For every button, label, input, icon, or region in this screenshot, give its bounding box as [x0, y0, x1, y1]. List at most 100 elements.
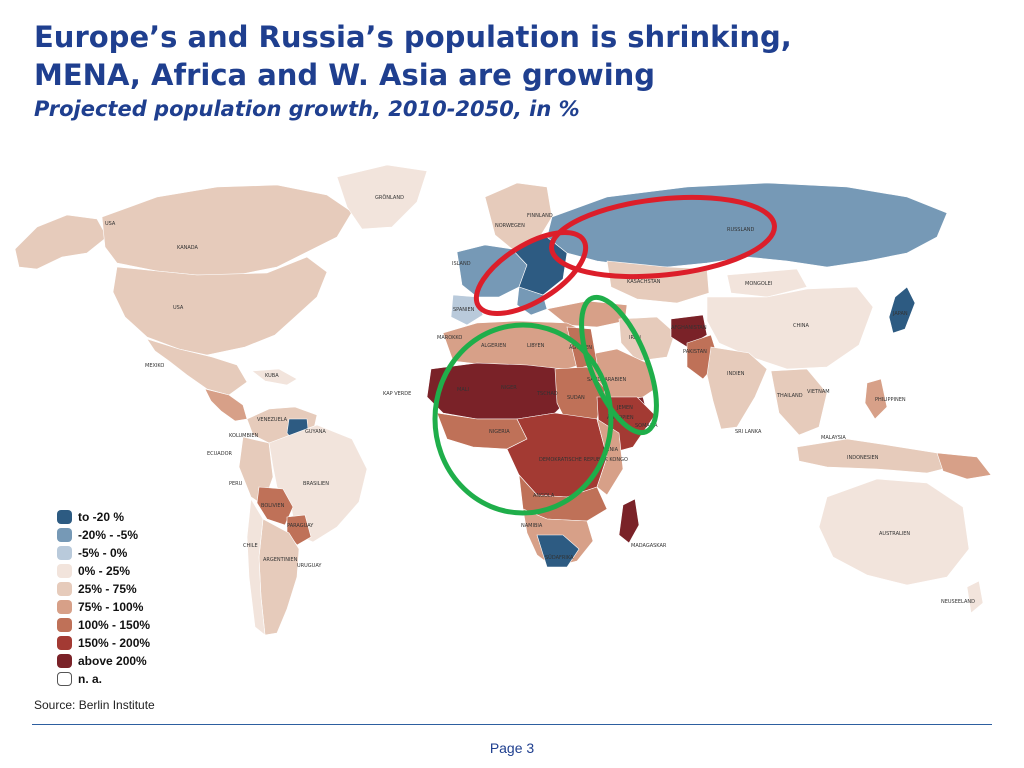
- title-line-2: MENA, Africa and W. Asia are growing: [34, 58, 656, 92]
- legend-label: 100% - 150%: [78, 618, 151, 632]
- label-indonesia: INDONESIEN: [847, 455, 879, 461]
- label-libya: LIBYEN: [527, 343, 545, 349]
- region-bolivia: [256, 486, 294, 526]
- world-map: USA KANADA GRÖNLAND ISLAND USA MEXIKO KU…: [7, 157, 1017, 695]
- map-legend: to -20 % -20% - -5% -5% - 0% 0% - 25% 25…: [57, 508, 150, 688]
- label-colombia: KOLUMBIEN: [229, 433, 259, 439]
- legend-label: above 200%: [78, 654, 147, 668]
- legend-item: n. a.: [57, 670, 150, 688]
- label-angola: ANGOLA: [533, 493, 555, 499]
- legend-swatch: [57, 528, 72, 542]
- label-cape-verde: KAP VERDE: [383, 391, 411, 397]
- red-circle-europe: [473, 229, 589, 317]
- red-circle-russia: [549, 194, 777, 280]
- label-chad: TSCHAD: [536, 391, 558, 397]
- label-iceland: ISLAND: [452, 261, 471, 267]
- label-somalia: SOMALIA: [635, 423, 658, 429]
- label-canada: KANADA: [177, 245, 199, 251]
- region-chile: [246, 498, 266, 636]
- legend-swatch: [57, 582, 72, 596]
- label-afghanistan: AFGHANISTAN: [671, 325, 707, 331]
- legend-label: 25% - 75%: [78, 582, 137, 596]
- label-mongolia: MONGOLEI: [745, 281, 772, 287]
- region-scandinavia: [484, 182, 553, 250]
- legend-label: -5% - 0%: [78, 546, 128, 560]
- label-south-africa: SÜDAFRIKA: [545, 554, 574, 561]
- region-canada: [101, 184, 353, 276]
- label-greenland: GRÖNLAND: [375, 194, 404, 201]
- legend-swatch: [57, 618, 72, 632]
- footer-divider: [32, 724, 992, 725]
- label-sri-lanka: SRI LANKA: [735, 429, 762, 435]
- region-india: [706, 346, 768, 430]
- label-russia: RUSSLAND: [727, 227, 755, 233]
- label-australia: AUSTRALIEN: [879, 531, 910, 537]
- label-norway: NORWEGEN: [495, 223, 525, 229]
- label-vietnam: VIETNAM: [807, 389, 830, 395]
- label-sudan: SUDAN: [567, 395, 585, 401]
- region-new-zealand: [966, 580, 984, 614]
- label-saudi-arabia: SAUDI-ARABIEN: [587, 377, 627, 383]
- region-china: [706, 286, 874, 370]
- label-finland: FINNLAND: [527, 213, 553, 219]
- label-morocco: MAROKKO: [437, 335, 462, 341]
- legend-label: 150% - 200%: [78, 636, 151, 650]
- label-pakistan: PAKISTAN: [683, 349, 707, 355]
- world-map-svg: USA KANADA GRÖNLAND ISLAND USA MEXIKO KU…: [7, 157, 1017, 695]
- label-peru: PERU: [229, 481, 243, 487]
- region-brazil: [268, 424, 368, 543]
- legend-swatch: [57, 654, 72, 668]
- subtitle: Projected population growth, 2010-2050, …: [34, 97, 580, 121]
- legend-label: 75% - 100%: [78, 600, 144, 614]
- legend-item: 75% - 100%: [57, 598, 150, 616]
- legend-item: 0% - 25%: [57, 562, 150, 580]
- label-mali: MALI: [457, 387, 469, 393]
- green-circle-africa: [432, 322, 614, 516]
- label-kazakhstan: KASACHSTAN: [627, 279, 661, 285]
- legend-swatch: [57, 546, 72, 560]
- legend-swatch: [57, 636, 72, 650]
- label-new-zealand: NEUSEELAND: [941, 599, 975, 605]
- label-malaysia: MALAYSIA: [821, 435, 846, 441]
- label-japan: JAPAN: [892, 311, 908, 317]
- label-yemen: JEMEN: [616, 405, 633, 411]
- legend-swatch: [57, 510, 72, 524]
- label-usa-alaska: USA: [105, 221, 116, 227]
- label-philippines: PHILIPPINEN: [875, 397, 906, 403]
- region-russia: [546, 182, 948, 268]
- region-usa: [112, 256, 328, 356]
- region-madagascar: [618, 498, 640, 544]
- label-nigeria: NIGERIA: [489, 429, 510, 435]
- legend-swatch: [57, 600, 72, 614]
- label-paraguay: PARAGUAY: [287, 523, 314, 529]
- label-venezuela: VENEZUELA: [257, 417, 288, 423]
- slide-title: Europe’s and Russia’s population is shri…: [34, 18, 1014, 122]
- label-madagascar: MADAGASKAR: [631, 543, 667, 549]
- region-central-america: [204, 388, 248, 422]
- title-line-1: Europe’s and Russia’s population is shri…: [34, 20, 792, 54]
- region-southeast-asia: [770, 368, 828, 436]
- region-philippines: [864, 378, 888, 420]
- region-greenland: [336, 164, 428, 230]
- legend-item: -5% - 0%: [57, 544, 150, 562]
- label-uruguay: URUGUAY: [297, 563, 322, 569]
- label-cuba: KUBA: [265, 373, 279, 379]
- legend-item: 100% - 150%: [57, 616, 150, 634]
- legend-swatch: [57, 564, 72, 578]
- legend-swatch: [57, 672, 72, 686]
- region-paraguay: [286, 514, 312, 546]
- region-alaska: [14, 214, 108, 270]
- label-mexico: MEXIKO: [145, 363, 164, 369]
- label-chile: CHILE: [243, 543, 258, 549]
- region-australia: [818, 478, 970, 586]
- label-spain: SPANIEN: [453, 307, 475, 313]
- label-bolivia: BOLIVIEN: [261, 503, 285, 509]
- label-niger: NIGER: [501, 385, 517, 391]
- legend-item: 25% - 75%: [57, 580, 150, 598]
- label-brazil: BRASILIEN: [303, 481, 329, 487]
- region-east-africa: [596, 418, 624, 496]
- page-number: Page 3: [489, 740, 535, 756]
- legend-item: to -20 %: [57, 508, 150, 526]
- label-ecuador: ECUADOR: [207, 451, 233, 457]
- region-papua: [936, 452, 992, 480]
